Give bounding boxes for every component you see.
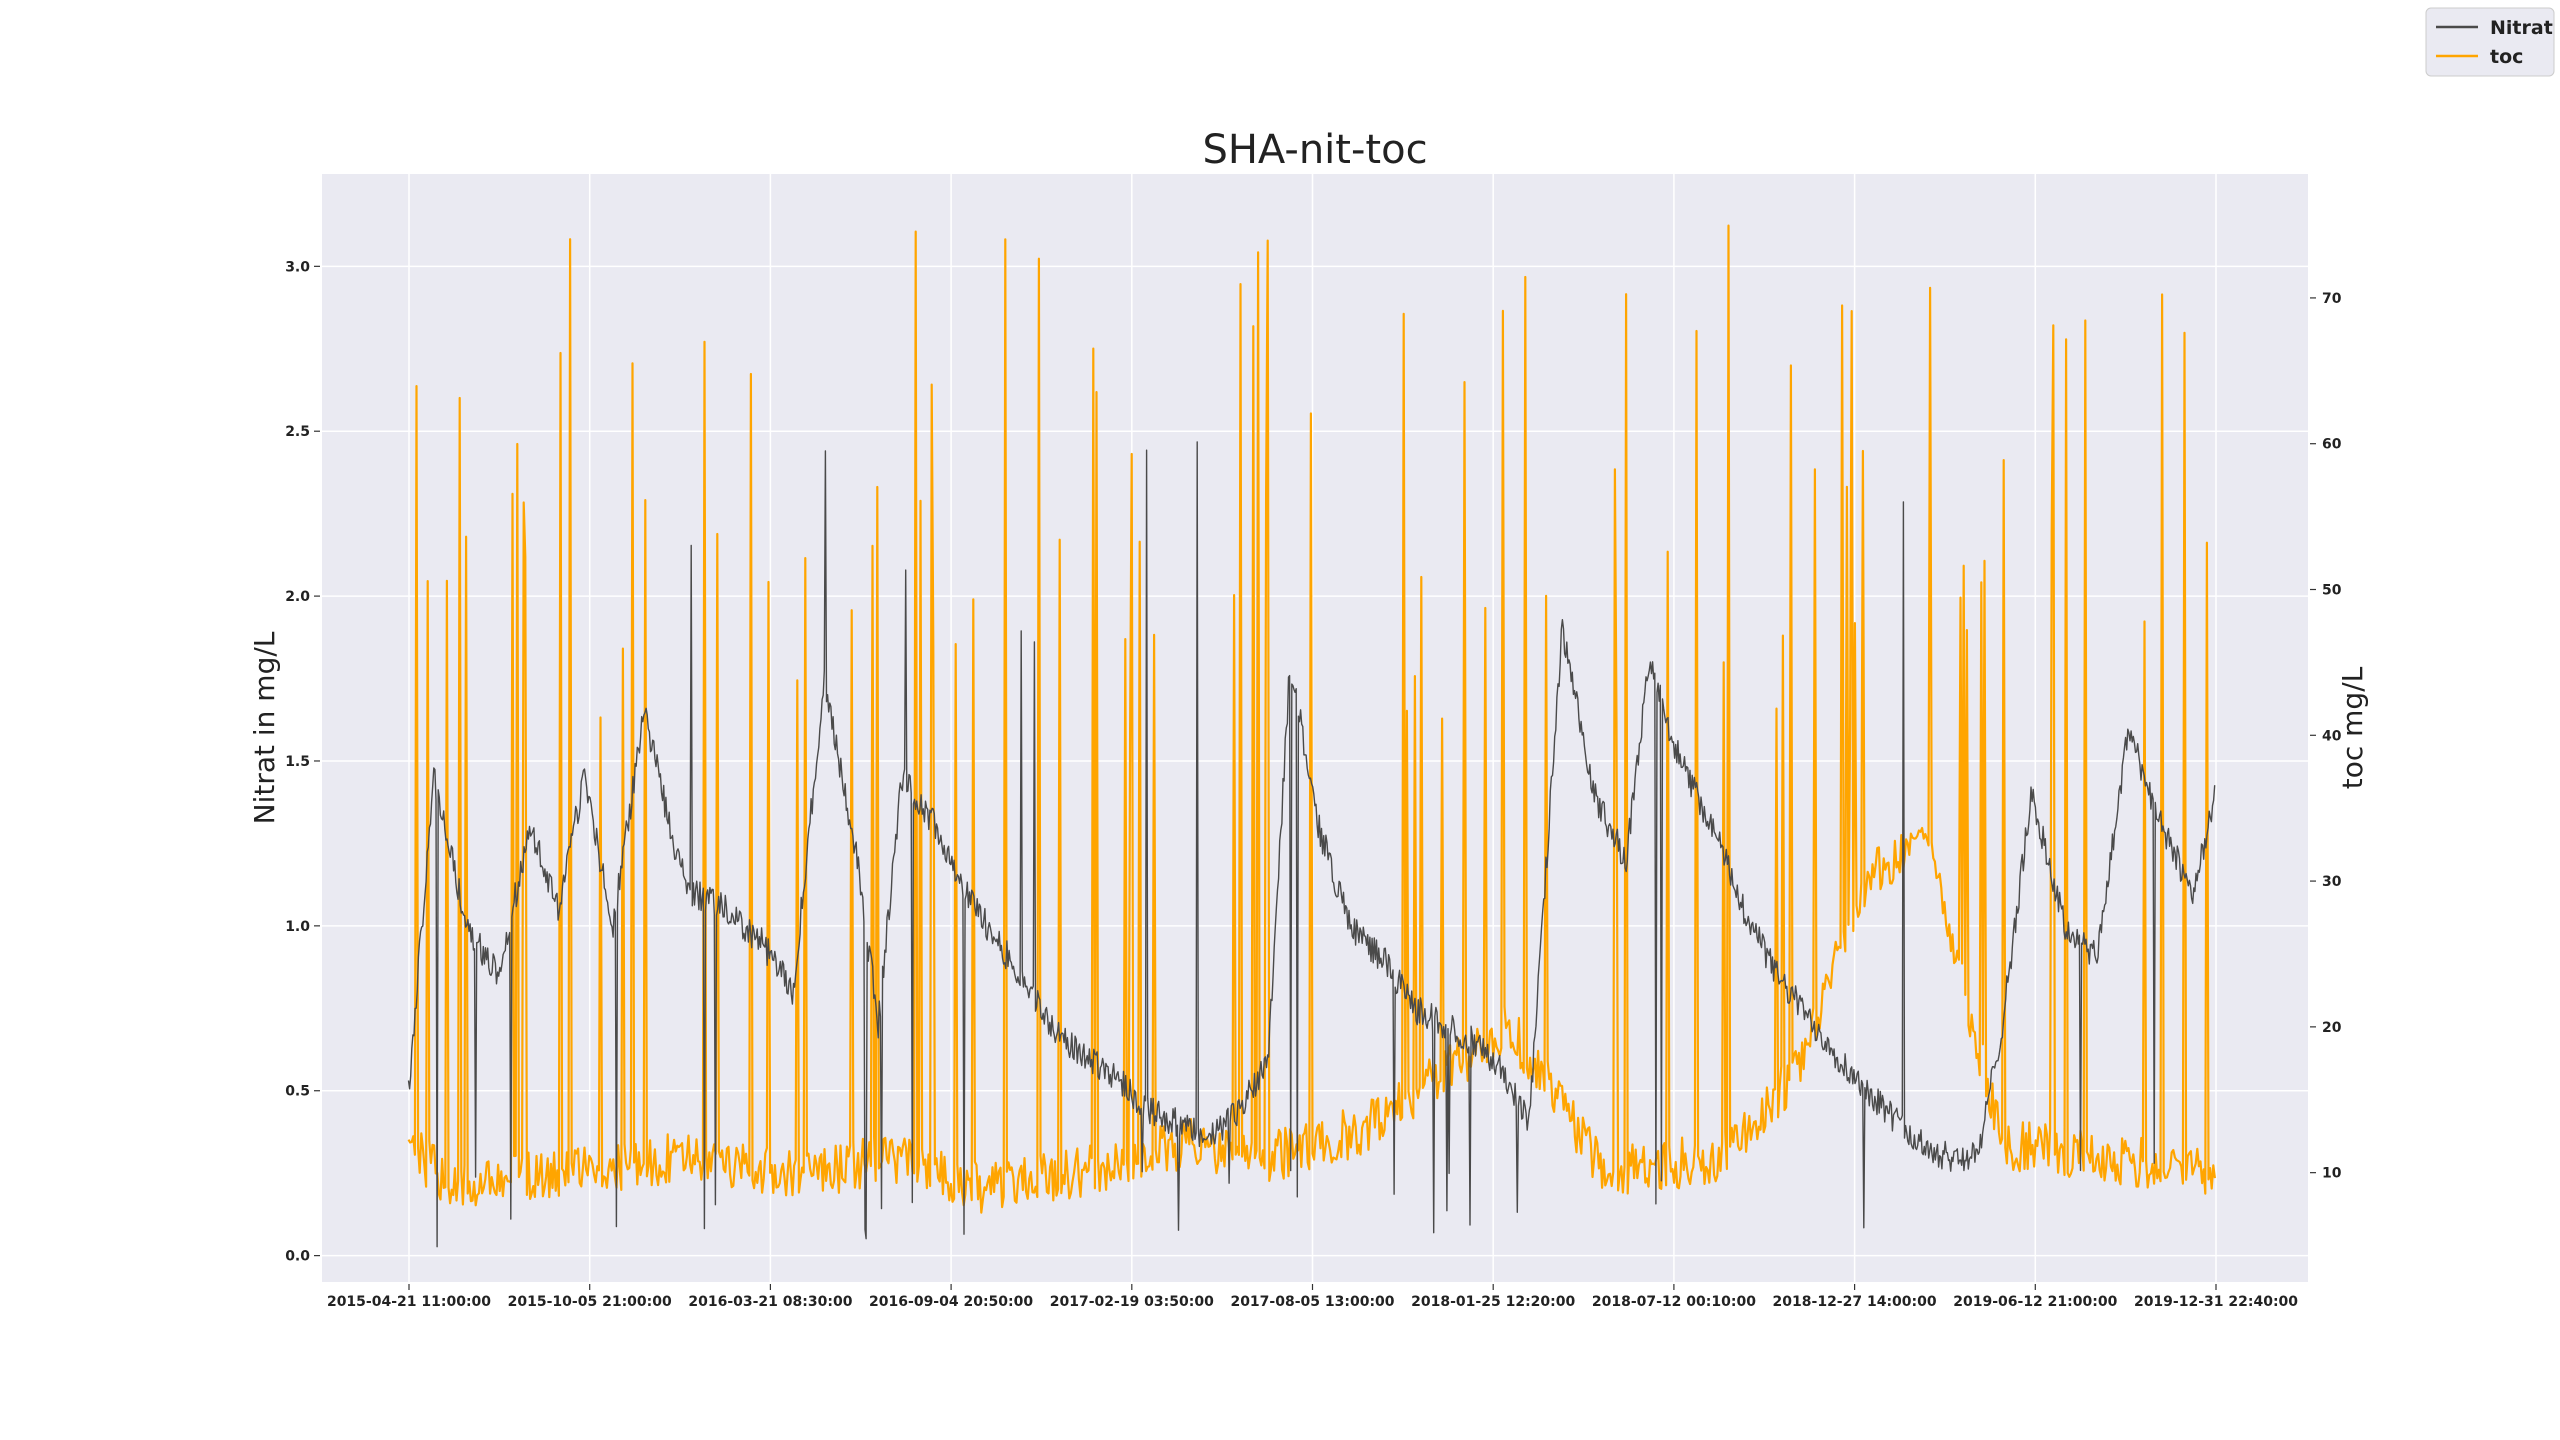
y-left-tick-label: 0.5 [285, 1084, 310, 1100]
chart-title: SHA-nit-toc [1202, 127, 1427, 173]
legend-label-toc: toc [2490, 46, 2523, 68]
y-left-tick-label: 0.0 [285, 1249, 310, 1265]
y-right-tick-label: 10 [2322, 1166, 2342, 1182]
y-left-tick-label: 2.5 [285, 424, 310, 440]
tick-labels: 0.0 0.5 1.0 1.5 2.0 2.5 3.0 10 20 30 40 50 60 70 2015-… [285, 259, 2342, 1310]
legend: Nitrat toc [2425, 7, 2555, 77]
y-left-tick-label: 2.0 [285, 589, 310, 605]
y-right-tick-label: 50 [2322, 583, 2342, 599]
legend-box [2425, 7, 2555, 77]
y-axis-left-label: Nitrat in mg/L [248, 631, 281, 824]
y-right-tick-label: 30 [2322, 874, 2342, 890]
y-right-tick-label: 70 [2322, 291, 2342, 307]
x-tick-label: 2017-02-19 03:50:00 [1050, 1294, 1214, 1310]
x-tick-label: 2016-09-04 20:50:00 [869, 1294, 1033, 1310]
plot-area [322, 174, 2308, 1282]
y-axis-right-label: toc mg/L [2336, 666, 2369, 789]
y-left-tick-label: 1.0 [285, 919, 310, 935]
x-tick-label: 2017-08-05 13:00:00 [1230, 1294, 1394, 1310]
nitrat-series [407, 441, 2216, 1248]
y-left-tick-label: 1.5 [285, 754, 310, 770]
x-tick-label: 2019-06-12 21:00:00 [1953, 1294, 2117, 1310]
legend-label-nitrat: Nitrat [2490, 17, 2553, 39]
x-tick-label: 2018-01-25 12:20:00 [1411, 1294, 1575, 1310]
x-tick-label: 2018-07-12 00:10:00 [1592, 1294, 1756, 1310]
y-right-tick-label: 20 [2322, 1020, 2342, 1036]
x-tick-label: 2016-03-21 08:30:00 [688, 1294, 852, 1310]
y-right-tick-label: 60 [2322, 437, 2342, 453]
x-tick-label: 2015-04-21 11:00:00 [327, 1294, 491, 1310]
y-left-tick-label: 3.0 [285, 259, 310, 275]
y-right-tick-label: 40 [2322, 728, 2342, 744]
x-tick-label: 2018-12-27 14:00:00 [1773, 1294, 1937, 1310]
x-tick-label: 2019-12-31 22:40:00 [2134, 1294, 2298, 1310]
series-line-nitrat [407, 441, 2216, 1248]
x-tick-label: 2015-10-05 21:00:00 [508, 1294, 672, 1310]
